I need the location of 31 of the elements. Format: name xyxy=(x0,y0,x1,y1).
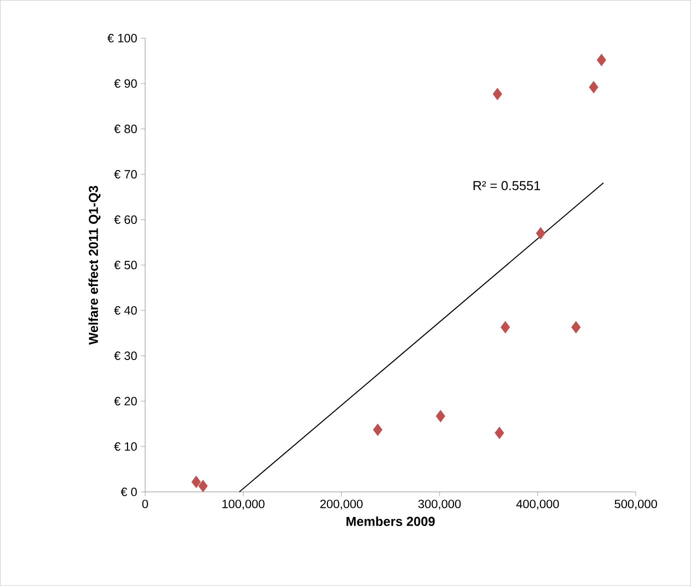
point xyxy=(500,320,510,334)
y-tick-label: € 30 xyxy=(114,352,137,360)
point xyxy=(492,88,502,100)
x-axis-title: Members 2009 xyxy=(346,516,435,526)
x-tick-label: 400,000 xyxy=(516,500,559,510)
y-tick-label: € 40 xyxy=(114,306,137,315)
y-tick-label: € 50 xyxy=(114,260,137,270)
y-tick-label: € 90 xyxy=(114,79,137,88)
y-tick-label: € 10 xyxy=(114,442,137,451)
x-tick-label: 300,000 xyxy=(418,500,461,510)
point xyxy=(191,476,201,488)
point xyxy=(198,480,208,492)
y-tick-label: € 70 xyxy=(114,170,137,179)
y-tick-label: € 20 xyxy=(114,396,137,406)
y-tick-label: € 60 xyxy=(114,215,137,224)
point xyxy=(494,426,504,440)
x-tick-label: 200,000 xyxy=(320,500,363,510)
point xyxy=(436,410,446,422)
point xyxy=(373,424,382,436)
y-tick-label: € 80 xyxy=(114,124,137,134)
x-tick-label: 0 xyxy=(142,500,148,508)
x-tick-label: 100,000 xyxy=(222,500,264,510)
point xyxy=(596,54,606,66)
point xyxy=(571,320,581,334)
point xyxy=(536,227,546,240)
y-tick-label: € 100 xyxy=(107,34,137,42)
y-tick-label: € 0 xyxy=(120,488,137,496)
y-axis-title: Welfare effect 2011 Q1-Q3 xyxy=(88,186,100,345)
annotation: R² = 0.5551 xyxy=(474,181,540,190)
x-tick-label: 500,000 xyxy=(614,500,658,510)
point xyxy=(588,80,598,94)
